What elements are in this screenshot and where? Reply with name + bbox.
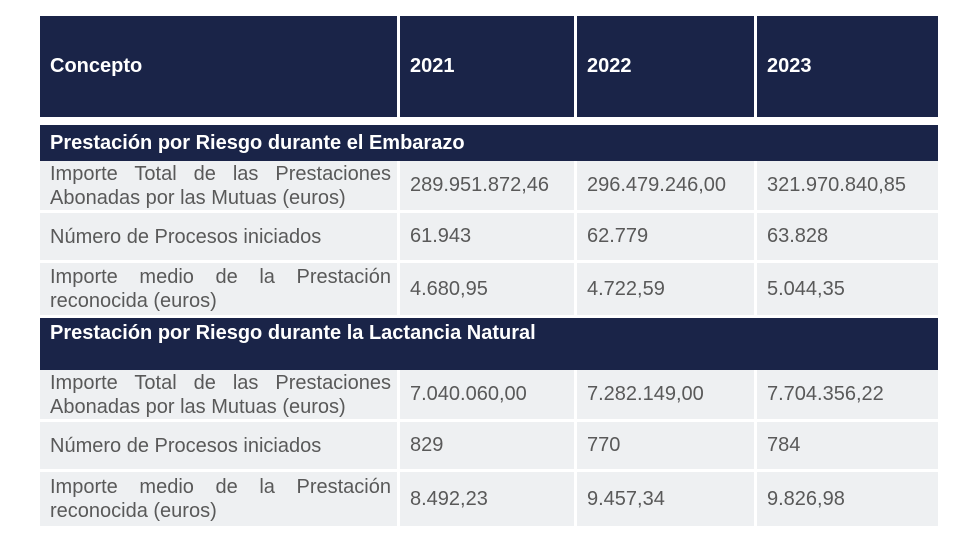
value-2021: 61.943 <box>400 213 577 263</box>
value-2022: 770 <box>577 422 757 472</box>
row-label-text: Número de Procesos iniciados <box>50 434 322 457</box>
row-label-text: Importe medio de la Prestación reconocid… <box>50 266 391 312</box>
value-2022: 62.779 <box>577 213 757 263</box>
row-label: Importe Total de las Prestaciones Abonad… <box>40 161 400 213</box>
row-label: Número de Procesos iniciados <box>40 422 400 472</box>
table-row: Importe Total de las Prestaciones Abonad… <box>40 161 938 213</box>
value-2022: 4.722,59 <box>577 263 757 318</box>
row-label: Importe Total de las Prestaciones Abonad… <box>40 370 400 422</box>
table-row: Importe medio de la Prestación reconocid… <box>40 263 938 318</box>
table-header-row: Concepto 2021 2022 2023 <box>40 16 938 117</box>
table-row: Importe Total de las Prestaciones Abonad… <box>40 370 938 422</box>
section-header-lactancia: Prestación por Riesgo durante la Lactanc… <box>40 318 938 370</box>
row-label-text: Número de Procesos iniciados <box>50 225 322 248</box>
section-title: Prestación por Riesgo durante el Embaraz… <box>50 132 465 154</box>
value-2023: 9.826,98 <box>757 472 938 529</box>
table-row: Número de Procesos iniciados 61.943 62.7… <box>40 213 938 263</box>
header-year-2021: 2021 <box>400 16 577 117</box>
row-label-text: Importe Total de las Prestaciones Abonad… <box>50 162 391 209</box>
header-year-2023: 2023 <box>757 16 938 117</box>
row-label: Importe medio de la Prestación reconocid… <box>40 472 400 529</box>
spacer <box>40 117 938 125</box>
row-label: Importe medio de la Prestación reconocid… <box>40 263 400 318</box>
section-header-embarazo: Prestación por Riesgo durante el Embaraz… <box>40 125 938 161</box>
header-concept: Concepto <box>40 16 400 117</box>
table-row: Importe medio de la Prestación reconocid… <box>40 472 938 529</box>
section-title: Prestación por Riesgo durante la Lactanc… <box>50 322 536 344</box>
row-label-text: Importe medio de la Prestación reconocid… <box>50 476 391 522</box>
row-label-text: Importe Total de las Prestaciones Abonad… <box>50 371 391 418</box>
value-2021: 8.492,23 <box>400 472 577 529</box>
value-2023: 321.970.840,85 <box>757 161 938 213</box>
value-2021: 289.951.872,46 <box>400 161 577 213</box>
value-2022: 9.457,34 <box>577 472 757 529</box>
value-2023: 7.704.356,22 <box>757 370 938 422</box>
value-2021: 829 <box>400 422 577 472</box>
value-2023: 784 <box>757 422 938 472</box>
value-2023: 63.828 <box>757 213 938 263</box>
table-row: Número de Procesos iniciados 829 770 784 <box>40 422 938 472</box>
row-label: Número de Procesos iniciados <box>40 213 400 263</box>
value-2022: 296.479.246,00 <box>577 161 757 213</box>
value-2021: 4.680,95 <box>400 263 577 318</box>
header-year-2022: 2022 <box>577 16 757 117</box>
value-2023: 5.044,35 <box>757 263 938 318</box>
data-table: Concepto 2021 2022 2023 Prestación por R… <box>40 16 938 529</box>
value-2022: 7.282.149,00 <box>577 370 757 422</box>
value-2021: 7.040.060,00 <box>400 370 577 422</box>
